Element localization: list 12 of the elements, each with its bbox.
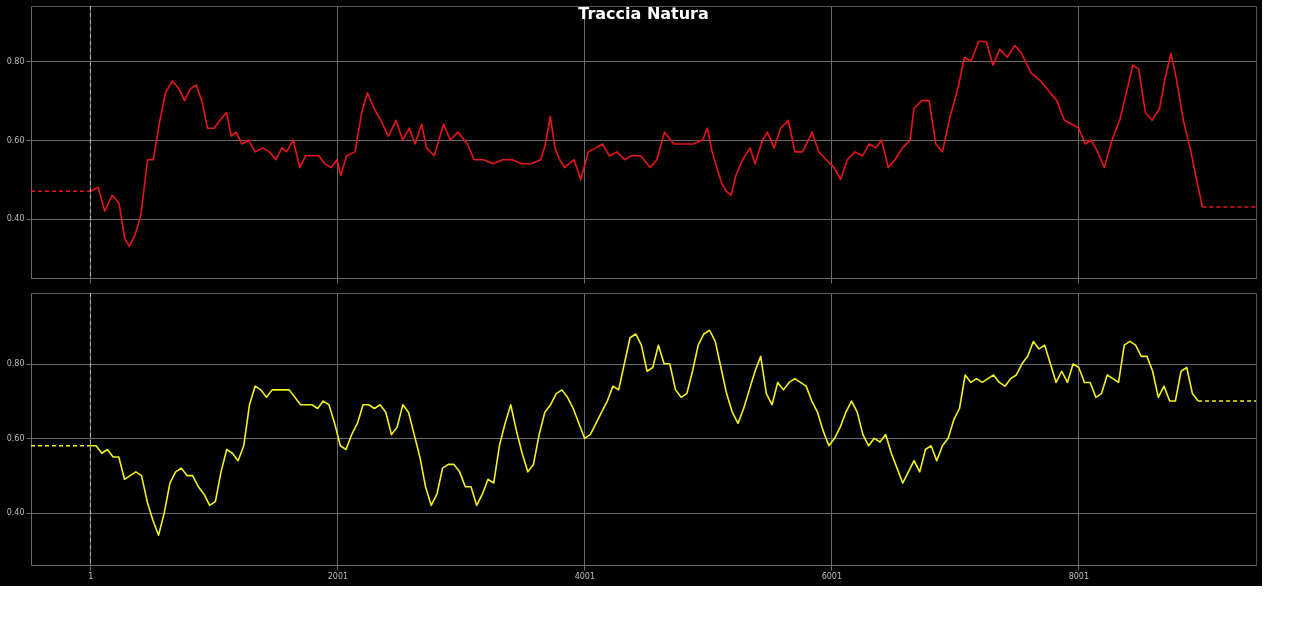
y-tick-label: 0.80 [6, 56, 25, 66]
y-tick-label: 0.40 [6, 214, 25, 224]
y-tick-label: 0.60 [6, 433, 25, 443]
x-tick-label: 4001 [574, 571, 596, 581]
y-tick-label: 0.60 [6, 135, 25, 145]
y-tick-label: 0.80 [6, 359, 25, 369]
x-tick-label: 2001 [327, 571, 349, 581]
x-tick-label: 6001 [821, 571, 842, 581]
chart-title: Traccia Natura [578, 3, 709, 23]
x-tick-label: 8001 [1068, 571, 1089, 581]
x-tick-label: 1 [88, 571, 94, 581]
y-tick-label: 0.40 [6, 508, 25, 518]
